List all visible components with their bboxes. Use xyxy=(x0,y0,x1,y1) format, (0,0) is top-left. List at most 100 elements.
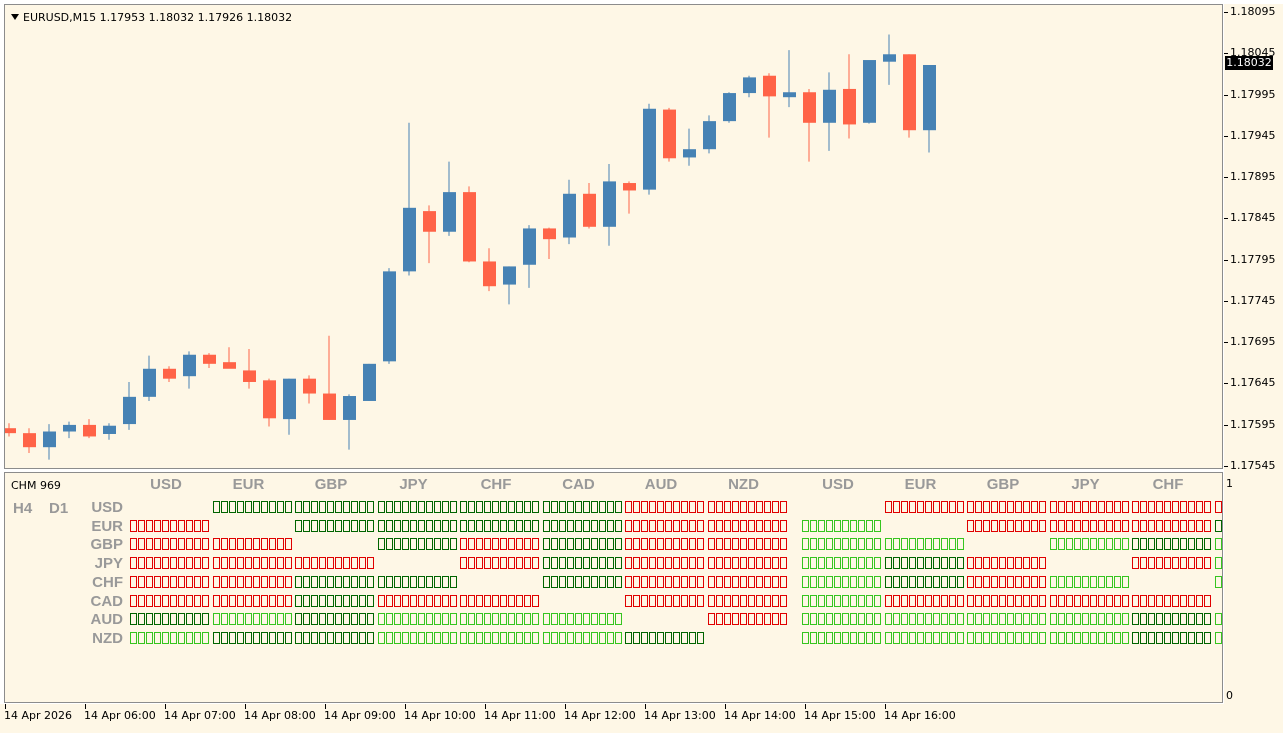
cell-block xyxy=(1121,575,1129,588)
cell-block xyxy=(633,557,640,570)
cell-block xyxy=(641,519,648,532)
cell-block xyxy=(359,613,366,626)
cell-block xyxy=(1023,501,1030,513)
price-tick xyxy=(1224,136,1228,137)
cell-block xyxy=(924,594,932,607)
price-axis[interactable]: 1.18095 1.18045 1.17995 1.17945 1.17895 1.178… xyxy=(1224,4,1283,704)
cell-block xyxy=(327,575,334,588)
cell-block xyxy=(1007,613,1014,626)
column-header-usd: USD xyxy=(822,476,854,493)
cell-block xyxy=(900,538,908,551)
strength-cell xyxy=(1132,594,1211,608)
cell-block xyxy=(433,501,441,513)
cell-block xyxy=(449,575,457,588)
cell-block xyxy=(295,575,302,588)
cell-block xyxy=(606,501,614,513)
cell-block xyxy=(550,501,558,513)
cell-block xyxy=(492,557,499,570)
cell-block xyxy=(295,594,302,607)
strength-cell xyxy=(1132,613,1211,626)
cell-block xyxy=(948,557,956,570)
cell-block xyxy=(130,538,137,551)
cell-block xyxy=(892,613,900,626)
cell-block xyxy=(892,631,900,644)
symbol-info[interactable]: EURUSD,M15 1.17953 1.18032 1.17926 1.180… xyxy=(11,11,292,24)
cell-block xyxy=(228,631,236,644)
cell-block xyxy=(681,501,688,513)
cell-block xyxy=(351,575,358,588)
cell-block xyxy=(367,501,374,513)
cell-block xyxy=(220,538,228,551)
cell-block xyxy=(818,519,825,532)
strength-cell xyxy=(1132,519,1211,533)
cell-block xyxy=(1204,631,1211,644)
cell-block xyxy=(252,557,260,570)
cell-block xyxy=(657,594,664,607)
cell-block xyxy=(1204,594,1211,607)
price-label: 1.17595 xyxy=(1230,418,1276,431)
strength-cell xyxy=(212,631,292,645)
cell-block xyxy=(614,613,622,626)
cell-block xyxy=(625,538,632,551)
cell-block xyxy=(385,519,393,532)
cell-block xyxy=(295,519,302,532)
cell-block xyxy=(178,594,185,607)
cell-block xyxy=(1164,613,1171,626)
cell-block xyxy=(908,575,916,588)
cell-block xyxy=(550,557,558,570)
cell-block xyxy=(228,613,236,626)
cell-block xyxy=(162,575,169,588)
cell-block xyxy=(1105,501,1113,513)
cell-block xyxy=(1049,575,1057,588)
cell-block xyxy=(1164,538,1171,551)
cell-block xyxy=(707,519,715,532)
cell-block xyxy=(1065,538,1073,551)
cell-block xyxy=(1057,613,1065,626)
dropdown-triangle-icon[interactable] xyxy=(11,14,19,20)
bullish-candle xyxy=(563,179,576,245)
strength-cell xyxy=(377,631,457,645)
cell-block xyxy=(633,631,640,644)
bearish-candle xyxy=(5,423,16,437)
cell-block xyxy=(311,631,318,644)
cell-block xyxy=(866,575,873,588)
time-axis[interactable]: 14 Apr 2026 14 Apr 06:00 14 Apr 07:00 14 Ap… xyxy=(0,704,1283,733)
cell-block xyxy=(460,613,467,626)
cell-block xyxy=(892,575,900,588)
strength-cell xyxy=(967,631,1046,645)
cell-block xyxy=(1140,613,1147,626)
strength-cell xyxy=(377,501,457,514)
cell-block xyxy=(715,557,723,570)
cell-block xyxy=(1164,557,1171,570)
cell-block xyxy=(892,594,900,607)
cell-block xyxy=(723,519,731,532)
cell-block xyxy=(999,519,1006,532)
bearish-candle xyxy=(423,205,436,264)
cell-block xyxy=(566,538,574,551)
indicator-panel[interactable]: CHM 969 H4 D1 USD EUR GBP JPY CHF CAD AUD NZD USD E… xyxy=(4,472,1223,703)
strength-cell xyxy=(1049,613,1129,626)
candle-body xyxy=(743,77,756,94)
time-tick xyxy=(885,704,886,709)
cell-block xyxy=(186,519,193,532)
cell-block xyxy=(1172,613,1179,626)
cell-block xyxy=(999,631,1006,644)
cell-block xyxy=(335,519,342,532)
cell-block xyxy=(1097,519,1105,532)
cell-block xyxy=(1105,538,1113,551)
price-chart-panel[interactable]: EURUSD,M15 1.17953 1.18032 1.17926 1.180… xyxy=(4,4,1223,469)
cell-block xyxy=(948,538,956,551)
cell-block xyxy=(779,613,787,626)
cell-block xyxy=(681,538,688,551)
cell-block xyxy=(697,594,704,607)
bullish-candle xyxy=(383,268,396,364)
cell-block xyxy=(1204,519,1211,532)
cell-block xyxy=(335,575,342,588)
cell-block xyxy=(146,538,153,551)
cell-block xyxy=(908,538,916,551)
cell-block xyxy=(170,557,177,570)
cell-block xyxy=(409,519,417,532)
candle-body xyxy=(863,60,876,123)
candle-body xyxy=(783,92,796,98)
cell-block xyxy=(723,538,731,551)
